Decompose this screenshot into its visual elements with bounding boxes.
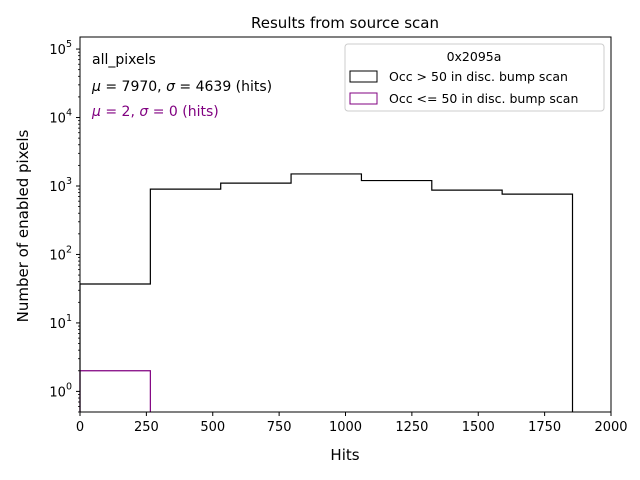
legend-label-occ-gt-50: Occ > 50 in disc. bump scan xyxy=(389,69,568,84)
x-tick-label: 0 xyxy=(76,420,84,435)
x-tick-label: 1500 xyxy=(462,420,495,435)
legend-swatch-occ-le-50 xyxy=(349,92,378,105)
y-tick-label: 103 xyxy=(49,176,72,195)
histogram-series-1 xyxy=(79,370,151,412)
chart-title: Results from source scan xyxy=(251,14,439,32)
x-tick-label: 1250 xyxy=(395,420,428,435)
x-tick-label: 1000 xyxy=(329,420,362,435)
y-tick-label: 102 xyxy=(49,244,72,263)
annotation-line-0: all_pixels xyxy=(92,52,156,68)
legend-box xyxy=(344,43,605,112)
x-tick-label: 250 xyxy=(134,420,159,435)
y-tick-label: 105 xyxy=(49,39,72,58)
legend-label-occ-le-50: Occ <= 50 in disc. bump scan xyxy=(389,91,578,106)
x-axis-title: Hits xyxy=(330,446,359,464)
x-tick-label: 1750 xyxy=(528,420,561,435)
annotation-line-2: μ = 2, σ = 0 (hits) xyxy=(91,104,219,120)
y-tick-label: 101 xyxy=(49,313,72,332)
y-tick-label: 100 xyxy=(49,381,72,400)
stats-annotations: all_pixels μ = 7970, σ = 4639 (hits) μ = 2… xyxy=(91,52,272,120)
y-tick-label: 104 xyxy=(49,108,72,127)
legend-title: 0x2095a xyxy=(447,49,502,64)
x-tick-label: 2000 xyxy=(594,420,627,435)
x-tick-label: 500 xyxy=(200,420,225,435)
x-tick-label: 750 xyxy=(267,420,292,435)
legend-swatch-occ-gt-50 xyxy=(349,70,378,83)
plot-area: 0 250 500 750 1000 1250 1500 1750 2000 100 101 102 1… xyxy=(49,36,628,435)
y-axis-title: Number of enabled pixels xyxy=(14,129,32,322)
histogram-series-0 xyxy=(79,173,574,412)
legend: 0x2095a Occ > 50 in disc. bump scan Occ … xyxy=(344,43,605,112)
annotation-line-1: μ = 7970, σ = 4639 (hits) xyxy=(91,79,272,95)
